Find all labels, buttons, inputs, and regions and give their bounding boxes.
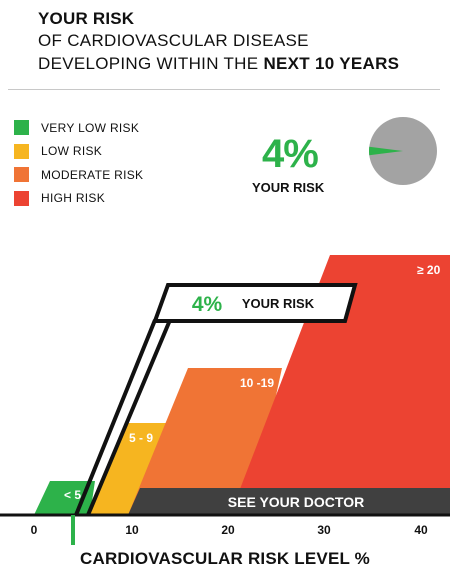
x-tick-10: 10: [125, 523, 139, 537]
x-tick-30: 30: [317, 523, 331, 537]
band-moderate: [128, 368, 282, 515]
callout-left-leg: [74, 319, 157, 516]
legend: VERY LOW RISK LOW RISK MODERATE RISK HIG…: [14, 116, 143, 210]
header-divider: [8, 89, 440, 90]
legend-item-low: LOW RISK: [14, 140, 143, 164]
legend-item-moderate: MODERATE RISK: [14, 163, 143, 187]
callout-right-leg: [86, 319, 172, 516]
pie-risk-slice: [369, 146, 403, 156]
subtitle-emphasis: NEXT 10 YEARS: [263, 54, 400, 73]
legend-label: HIGH RISK: [41, 191, 106, 206]
title: YOUR RISK: [38, 9, 135, 28]
band-high: [230, 255, 450, 515]
callout-value: 4%: [192, 293, 223, 316]
legend-label: MODERATE RISK: [41, 167, 144, 182]
band-label-high: ≥ 20: [417, 263, 441, 277]
band-label-moderate: 10 -19: [240, 376, 274, 390]
callout-box: [152, 283, 358, 323]
x-tick-40: 40: [414, 523, 428, 537]
band-label-low: 5 - 9: [129, 431, 153, 445]
legend-label: VERY LOW RISK: [41, 120, 140, 135]
legend-item-very-low: VERY LOW RISK: [14, 116, 143, 140]
legend-swatch: [14, 143, 29, 159]
x-tick-0: 0: [31, 523, 38, 537]
x-axis-title: CARDIOVASCULAR RISK LEVEL %: [79, 549, 371, 568]
risk-caption: YOUR RISK: [252, 180, 325, 195]
risk-pie-chart: [369, 117, 437, 185]
risk-level-chart: < 5 5 - 9 10 -19 ≥ 20 SEE YOUR DOCTOR 4%…: [0, 255, 450, 545]
subtitle-line-2: DEVELOPING WITHIN THE NEXT 10 YEARS: [38, 52, 438, 75]
doctor-label: SEE YOUR DOCTOR: [228, 494, 364, 510]
legend-label: LOW RISK: [41, 144, 103, 159]
x-tick-20: 20: [221, 523, 235, 537]
subtitle-prefix: DEVELOPING WITHIN THE: [38, 54, 264, 73]
legend-swatch: [14, 120, 29, 136]
risk-percentage: 4%: [262, 132, 319, 176]
legend-swatch: [14, 167, 29, 183]
doctor-bar: [128, 488, 450, 515]
legend-swatch: [14, 190, 29, 206]
legend-item-high: HIGH RISK: [14, 187, 143, 211]
band-low: [90, 423, 175, 515]
callout-label: YOUR RISK: [242, 296, 315, 311]
band-label-very-low: < 5: [64, 488, 81, 502]
subtitle-line-1: OF CARDIOVASCULAR DISEASE: [38, 31, 309, 50]
header: YOUR RISK OF CARDIOVASCULAR DISEASE DEVE…: [38, 8, 438, 75]
